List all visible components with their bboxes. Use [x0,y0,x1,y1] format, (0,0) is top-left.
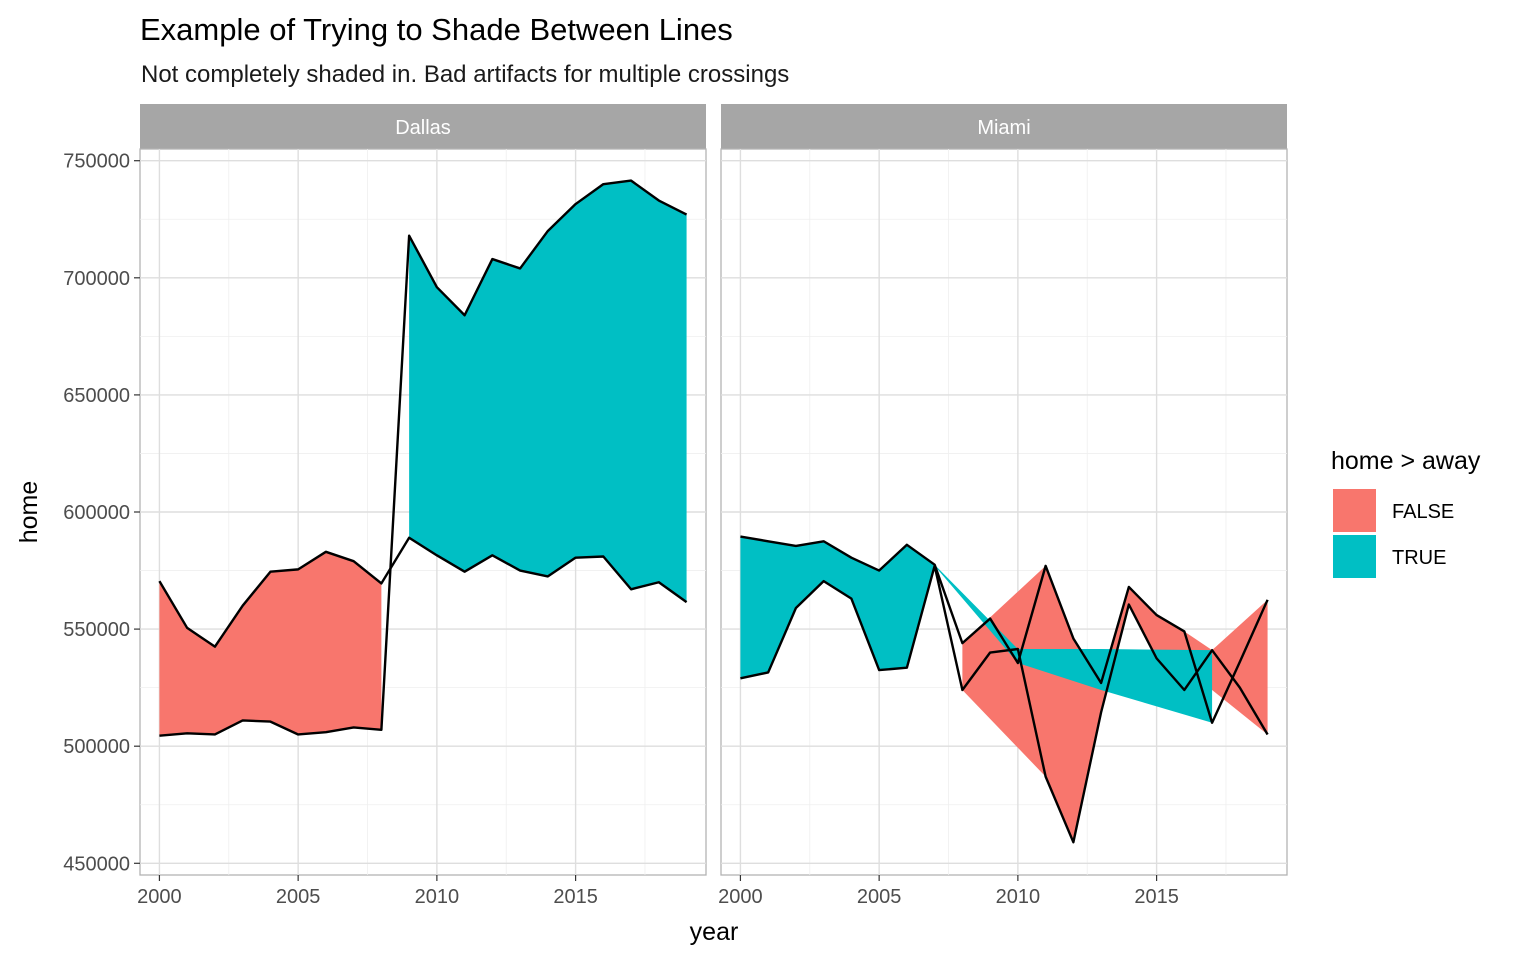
y-tick-label: 550000 [63,619,130,641]
facet-panels: Dallas 450000 500000 550000 600000 650000 7000… [63,104,1288,908]
strip-background [721,104,1287,149]
legend-key-false [1333,489,1376,532]
line-b [159,179,688,737]
x-tick-label: 2005 [857,886,902,908]
x-axis-title: year [690,918,739,946]
y-tick-label: 600000 [63,502,130,524]
facet-dallas: Dallas 450000 500000 550000 600000 650000 7000… [63,104,707,908]
legend-title: home > away [1331,447,1481,475]
y-tick-label: 700000 [63,268,130,290]
x-tick-label: 2015 [1134,886,1179,908]
strip-label: Dallas [395,117,451,139]
y-tick-label: 650000 [63,385,130,407]
ribbon-false [159,551,382,736]
ribbon-false [962,565,1268,843]
x-tick-label: 2010 [415,886,460,908]
strip-label: Miami [977,117,1030,139]
chart-title: Example of Trying to Shade Between Lines [140,12,733,47]
x-tick-label: 2000 [718,886,763,908]
legend-key-true [1333,535,1376,578]
ribbon-true [409,180,687,603]
ribbon-true [934,564,1213,723]
legend-label: TRUE [1392,547,1446,569]
x-tick-label: 2015 [553,886,598,908]
legend: home > away FALSE TRUE [1331,447,1481,578]
y-tick-label: 450000 [63,853,130,875]
line-a [158,536,688,648]
strip-background [140,104,706,149]
x-tick-label: 2000 [137,886,182,908]
chart-subtitle: Not completely shaded in. Bad artifacts … [141,61,789,88]
x-tick-label: 2005 [276,886,321,908]
ribbon-true [740,536,935,679]
y-axis-title: home [15,481,43,544]
facet-miami: Miami 2000 2005 2010 2015 [718,104,1288,908]
x-tick-label: 2010 [996,886,1041,908]
line-b [740,564,1269,844]
y-tick-label: 750000 [63,151,130,173]
line-a [740,535,1269,724]
y-tick-label: 500000 [63,736,130,758]
legend-label: FALSE [1392,501,1454,523]
